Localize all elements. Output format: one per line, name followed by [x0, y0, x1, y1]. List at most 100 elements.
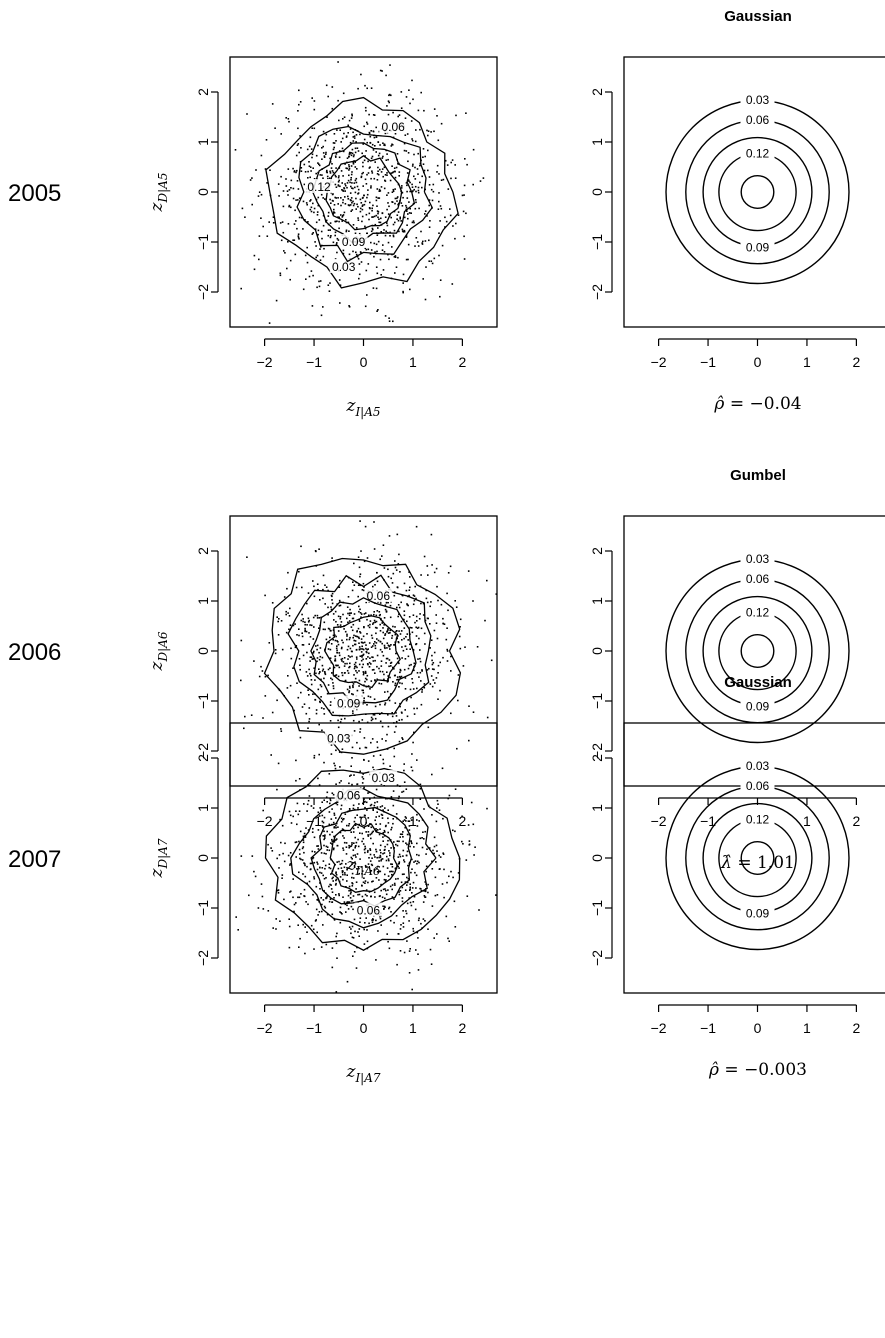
- data-point: [294, 841, 297, 844]
- data-point: [327, 627, 330, 630]
- data-point: [307, 617, 310, 620]
- data-point: [362, 143, 364, 145]
- data-point: [354, 661, 357, 664]
- data-point: [486, 807, 488, 810]
- data-point: [404, 677, 407, 679]
- data-point: [432, 183, 435, 186]
- data-point: [392, 111, 394, 114]
- data-point: [332, 171, 335, 174]
- data-point: [337, 197, 339, 199]
- data-point: [282, 231, 285, 234]
- data-point: [358, 928, 361, 930]
- data-point: [398, 630, 400, 632]
- data-point: [315, 645, 317, 647]
- data-point: [360, 73, 362, 76]
- data-point: [260, 154, 263, 157]
- data-point: [391, 888, 393, 891]
- data-point: [363, 586, 365, 588]
- data-point: [342, 878, 344, 881]
- x-tick-label: 1: [803, 354, 811, 370]
- data-point: [350, 889, 352, 892]
- data-point: [415, 635, 418, 637]
- data-point: [439, 689, 441, 692]
- y-tick-label: −1: [589, 234, 605, 250]
- data-point: [347, 658, 349, 660]
- data-point: [439, 295, 441, 298]
- data-point: [372, 149, 375, 151]
- data-point: [329, 833, 331, 836]
- data-point: [363, 827, 366, 829]
- data-point: [319, 807, 321, 809]
- data-point: [356, 630, 358, 632]
- data-point: [322, 924, 324, 926]
- data-point: [322, 821, 325, 824]
- data-point: [422, 831, 424, 833]
- data-point: [371, 143, 374, 146]
- contour-label: 0.06: [746, 572, 770, 586]
- data-point: [327, 606, 329, 609]
- data-point: [322, 197, 324, 199]
- data-point: [393, 256, 396, 258]
- data-point: [352, 684, 354, 687]
- data-point: [332, 148, 335, 151]
- data-point: [356, 671, 358, 674]
- data-point: [402, 649, 405, 652]
- data-point: [383, 908, 385, 910]
- data-point: [418, 637, 420, 640]
- data-point: [398, 853, 401, 856]
- data-point: [353, 202, 356, 205]
- data-point: [421, 837, 423, 839]
- data-point: [348, 165, 350, 168]
- data-point: [437, 599, 439, 602]
- data-point: [361, 205, 364, 207]
- data-point: [277, 889, 280, 891]
- data-point: [403, 668, 406, 671]
- data-point: [416, 759, 418, 761]
- data-point: [373, 613, 375, 616]
- data-point: [324, 671, 326, 673]
- data-point: [317, 229, 320, 232]
- data-point: [366, 232, 368, 235]
- data-point: [313, 861, 316, 864]
- data-point: [306, 675, 309, 677]
- data-point: [398, 553, 400, 556]
- data-point: [370, 803, 373, 806]
- data-point: [391, 866, 394, 868]
- data-point: [360, 816, 362, 819]
- data-point: [288, 615, 291, 617]
- data-point: [351, 152, 354, 155]
- data-point: [332, 685, 335, 687]
- data-point: [369, 688, 371, 690]
- data-point: [353, 667, 356, 670]
- data-point: [354, 846, 356, 849]
- scatter-points: [240, 507, 497, 786]
- data-point: [383, 567, 386, 569]
- data-point: [398, 861, 401, 863]
- data-point: [379, 754, 382, 756]
- data-point: [275, 928, 277, 930]
- model-contour-0.03: [665, 99, 850, 285]
- data-point: [323, 830, 325, 833]
- data-point: [390, 145, 393, 147]
- data-point: [378, 667, 380, 670]
- data-point: [359, 921, 361, 923]
- data-point: [430, 131, 432, 133]
- data-point: [307, 829, 310, 831]
- data-point: [393, 747, 395, 750]
- data-point: [395, 878, 397, 880]
- data-point: [310, 683, 313, 686]
- data-point: [408, 201, 410, 203]
- data-point: [402, 855, 404, 857]
- data-point: [452, 225, 454, 227]
- data-point: [401, 886, 404, 889]
- data-point: [359, 612, 362, 614]
- data-point: [374, 507, 376, 509]
- data-point: [379, 670, 381, 673]
- data-point: [428, 260, 430, 262]
- data-point: [362, 843, 365, 845]
- data-point: [300, 545, 302, 548]
- data-point: [293, 239, 296, 241]
- data-point: [397, 678, 399, 681]
- data-point: [424, 830, 426, 833]
